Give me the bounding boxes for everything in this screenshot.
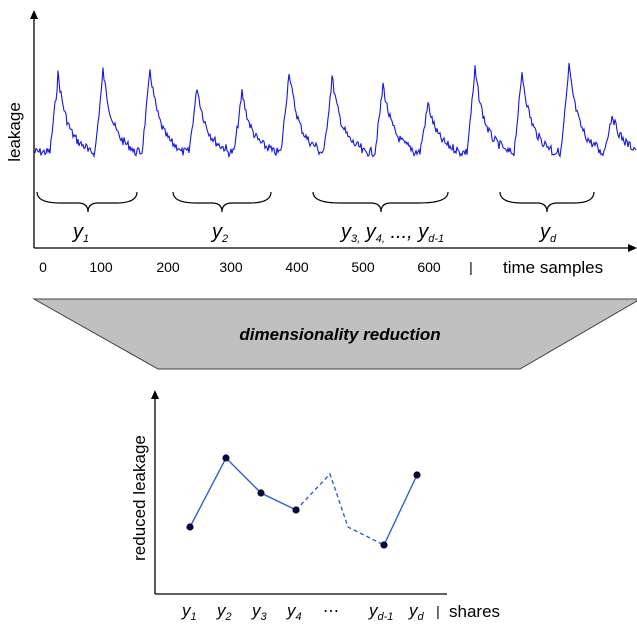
top-x-axis-label: time samples xyxy=(503,258,603,277)
point-y4 xyxy=(292,506,300,514)
reduction-band: dimensionality reduction xyxy=(32,298,637,370)
reduced-line-dashed xyxy=(295,472,385,546)
reduced-line-y1-y4 xyxy=(189,456,297,528)
reduction-label: dimensionality reduction xyxy=(239,325,440,344)
share-label-y3: y3 xyxy=(251,601,268,623)
x-tick-500: 500 xyxy=(351,259,375,275)
reduction-trapezoid xyxy=(32,298,637,370)
leakage-trace xyxy=(33,62,637,159)
share-label-yd: yd xyxy=(408,601,425,623)
share-label-ellipsis: ⋯ xyxy=(323,603,339,620)
share-label-yd-1: yd-1 xyxy=(368,601,393,623)
bottom-x-separator: | xyxy=(436,603,440,619)
brace-y3-yd-1 xyxy=(312,191,449,213)
brace-y2 xyxy=(172,191,272,213)
x-tick-0: 0 xyxy=(39,259,47,275)
group-label-y1: y1 xyxy=(71,221,89,245)
x-tick-400: 400 xyxy=(285,259,309,275)
brace-yd xyxy=(499,191,595,213)
share-label-y1: y1 xyxy=(181,601,197,623)
reduced-line-yd-1-yd xyxy=(383,474,418,546)
x-tick-100: 100 xyxy=(89,259,113,275)
brace-y1 xyxy=(36,191,138,213)
point-y2 xyxy=(222,454,230,462)
point-y3 xyxy=(257,489,265,497)
group-label-y2: y2 xyxy=(210,221,228,245)
point-yd-1 xyxy=(380,541,388,549)
point-yd xyxy=(413,471,421,479)
x-tick-600: 600 xyxy=(417,259,441,275)
share-label-y4: y4 xyxy=(286,601,302,623)
bottom-y-axis-label: reduced leakage xyxy=(130,435,149,561)
bottom-x-axis-label: shares xyxy=(449,602,500,621)
share-label-y2: y2 xyxy=(216,601,232,623)
group-label-y3-yd-1: y3, y4, ..., yd-1 xyxy=(339,221,444,245)
top-x-separator: | xyxy=(469,259,473,275)
top-plot: leakage y1 y2 y3, y4, ..., yd-1 yd 0 100… xyxy=(5,10,637,277)
bottom-plot: reduced leakage y1 y2 y3 y4 ⋯ yd-1 yd | … xyxy=(130,390,500,623)
x-tick-300: 300 xyxy=(219,259,243,275)
point-y1 xyxy=(186,523,194,531)
top-y-axis-label: leakage xyxy=(5,102,24,162)
x-tick-200: 200 xyxy=(156,259,180,275)
group-label-yd: yd xyxy=(538,221,557,245)
